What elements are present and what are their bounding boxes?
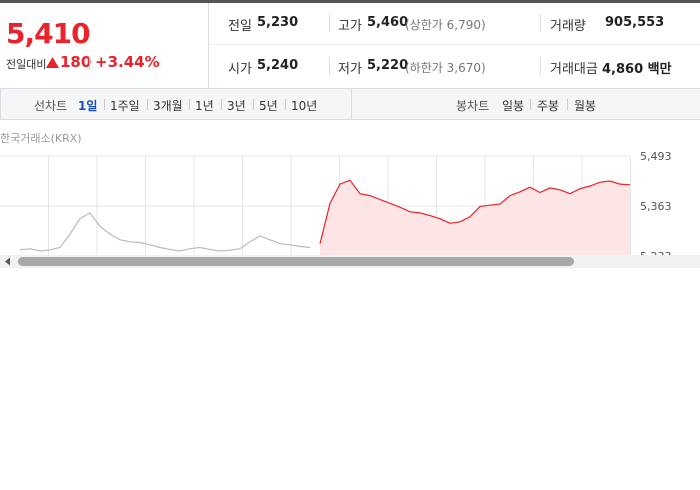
separator: [221, 99, 222, 110]
quote-box: 5,410 전일대비 180 +3.44%: [0, 3, 209, 88]
stat-value: 5,240: [257, 58, 299, 73]
stat-value: 5,220: [367, 58, 409, 73]
period-button[interactable]: 3개월: [153, 99, 183, 113]
period-button[interactable]: 1주일: [110, 99, 140, 113]
chart: 5,493 5,363 5,233: [0, 150, 700, 268]
stat-sub: (하한가 3,670): [405, 61, 486, 75]
separator: [147, 99, 148, 110]
stat-label: 거래대금: [550, 62, 598, 77]
stat-value: 5,230: [257, 15, 299, 30]
toolbar: 선차트 봉차트 1일 1주일 3개월 1년 3년 5년 10년 일봉 주봉 월봉: [0, 88, 700, 120]
period-button[interactable]: 10년: [291, 99, 318, 113]
row-divider: [209, 44, 700, 45]
candle-button[interactable]: 일봉: [502, 99, 525, 113]
stat-label: 시가: [228, 62, 252, 77]
source: 한국거래소(KRX): [0, 132, 82, 145]
separator: [104, 99, 105, 110]
separator: [530, 99, 531, 110]
period-button[interactable]: 1일: [78, 99, 98, 113]
top-border: [0, 0, 700, 3]
stat-label: 거래량: [550, 19, 586, 34]
period-button[interactable]: 5년: [259, 99, 278, 113]
divider: [89, 56, 90, 70]
y-tick-label: 5,493: [640, 150, 672, 163]
stat-value: 4,860 백만: [602, 62, 672, 77]
divider: [329, 14, 330, 32]
stat-label: 저가: [338, 62, 362, 77]
candle-button[interactable]: 주봉: [537, 99, 560, 113]
scroll-thumb[interactable]: [18, 257, 574, 266]
stat-value: 905,553: [605, 15, 665, 30]
y-tick-label: 5,233: [640, 250, 672, 263]
stat-label: 전일: [228, 19, 252, 34]
divider: [540, 57, 541, 75]
separator: [189, 99, 190, 110]
divider: [540, 14, 541, 32]
period-button[interactable]: 3년: [227, 99, 246, 113]
divider: [351, 89, 352, 119]
change: 180: [60, 53, 92, 71]
change-rate: +3.44%: [95, 53, 160, 71]
period-button[interactable]: 1년: [195, 99, 214, 113]
price-line: [19, 212, 311, 252]
plot: 5,493 5,363 5,233: [0, 150, 672, 263]
up-arrow: [46, 57, 59, 68]
area: [320, 180, 630, 255]
separator: [285, 99, 286, 110]
candle-button[interactable]: 월봉: [574, 99, 597, 113]
separator: [253, 99, 254, 110]
price-line: [319, 179, 631, 244]
price: 5,410: [6, 17, 91, 50]
divider: [329, 57, 330, 75]
line-chart-label: 선차트: [34, 99, 68, 113]
separator: [567, 99, 568, 110]
stat-label: 고가: [338, 19, 362, 34]
y-tick-label: 5,363: [640, 200, 672, 213]
change-label: 전일대비: [6, 58, 47, 71]
scroll-left: [5, 257, 10, 266]
stat-sub: (상한가 6,790): [405, 18, 486, 32]
candle-chart-label: 봉차트: [456, 99, 490, 113]
stat-value: 5,460: [367, 15, 409, 30]
